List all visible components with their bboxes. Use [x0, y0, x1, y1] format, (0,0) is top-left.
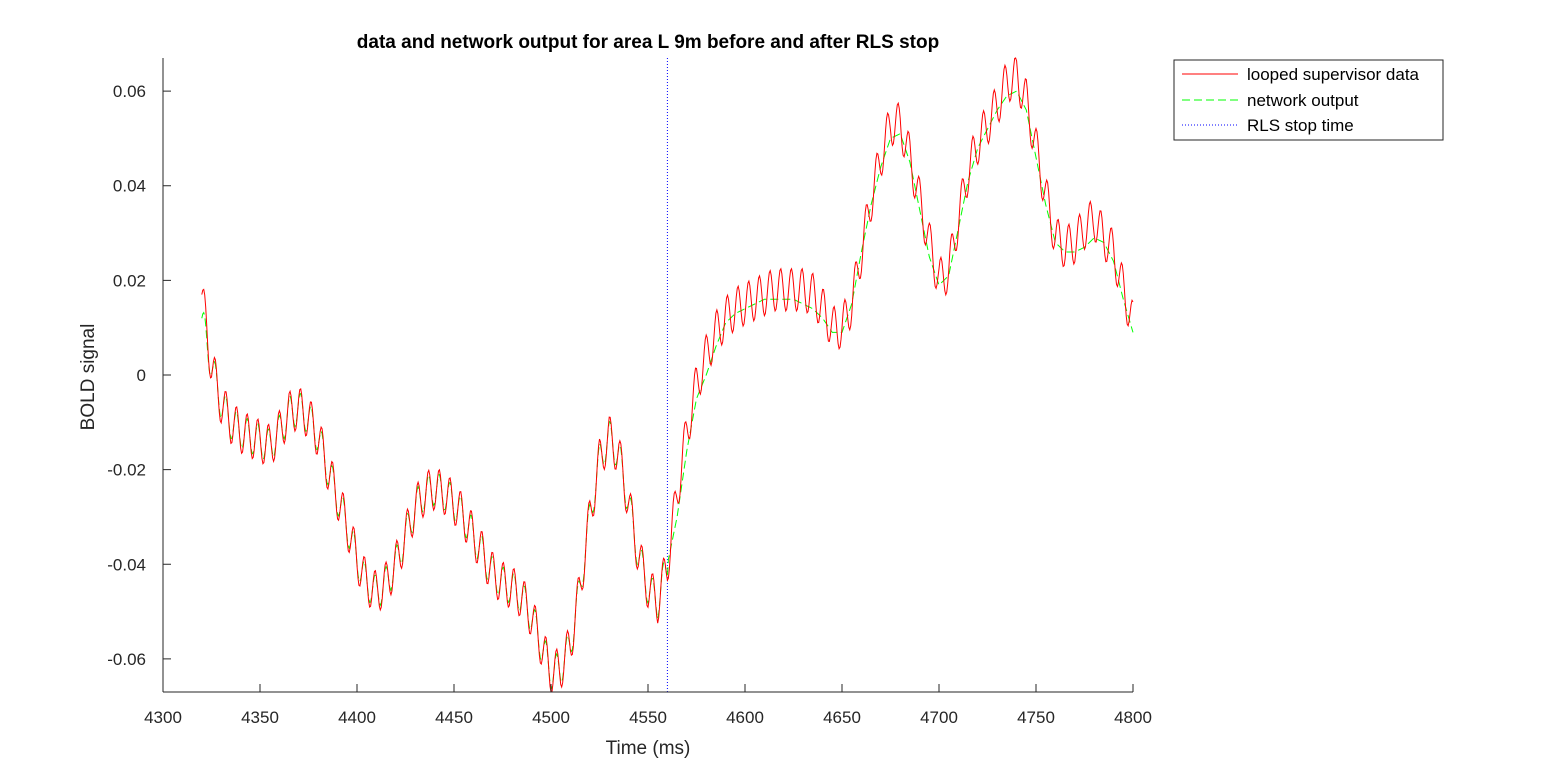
legend-label-rls-stop: RLS stop time: [1247, 116, 1354, 135]
x-tick-label: 4450: [435, 708, 473, 727]
x-tick-label: 4300: [144, 708, 182, 727]
chart-title: data and network output for area L 9m be…: [357, 32, 939, 53]
y-tick-label: -0.04: [107, 555, 146, 574]
x-axis: 4300 4350 4400 4450 4500 4550 4600 4650 4700 4750…: [144, 684, 1152, 727]
y-tick-label: 0: [137, 366, 146, 385]
x-tick-label: 4650: [823, 708, 861, 727]
legend-label-supervisor: looped supervisor data: [1247, 65, 1420, 84]
x-tick-label: 4600: [726, 708, 764, 727]
x-axis-label: Time (ms): [606, 738, 691, 759]
y-axis-label: BOLD signal: [78, 324, 99, 431]
series-line-supervisor: [201, 57, 1134, 693]
y-tick-label: -0.02: [107, 461, 146, 480]
x-tick-label: 4400: [338, 708, 376, 727]
x-tick-label: 4500: [532, 708, 570, 727]
y-tick-label: 0.06: [113, 82, 146, 101]
plot-area: 4300 4350 4400 4450 4500 4550 4600 4650 4700 4750…: [107, 57, 1152, 727]
x-tick-label: 4750: [1017, 708, 1055, 727]
legend-label-network: network output: [1247, 91, 1359, 110]
x-tick-label: 4800: [1114, 708, 1152, 727]
series-layer: [201, 57, 1134, 693]
legend: looped supervisor data network output RL…: [1173, 59, 1444, 141]
y-axis: -0.06 -0.04 -0.02 0 0.02 0.04 0.06: [107, 82, 171, 669]
x-tick-label: 4350: [241, 708, 279, 727]
x-tick-label: 4550: [629, 708, 667, 727]
y-tick-label: -0.06: [107, 650, 146, 669]
y-tick-label: 0.02: [113, 271, 146, 290]
x-tick-label: 4700: [920, 708, 958, 727]
y-tick-label: 0.04: [113, 177, 146, 196]
